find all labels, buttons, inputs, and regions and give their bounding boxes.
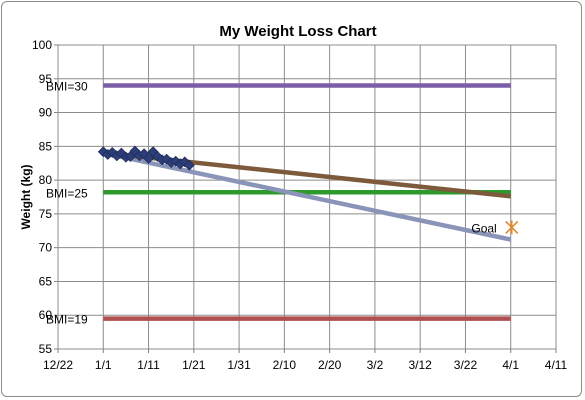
y-tick-label: 70: [39, 241, 53, 255]
weight-data-point: [143, 153, 154, 164]
y-tick-label: 80: [39, 173, 53, 187]
x-tick-label: 3/2: [367, 358, 384, 372]
x-tick-label: 1/21: [182, 358, 206, 372]
x-tick-label: 1/11: [137, 358, 160, 372]
y-tick-label: 100: [32, 38, 52, 52]
y-tick-label: 85: [39, 139, 53, 153]
bmi-label: BMI=30: [46, 80, 88, 94]
x-tick-label: 3/12: [409, 358, 433, 372]
bmi-label: BMI=19: [46, 313, 88, 327]
goal-label: Goal: [471, 221, 496, 235]
x-tick-label: 12/22: [43, 358, 73, 372]
y-axis-label: Weight (kg): [19, 164, 33, 229]
y-tick-label: 55: [39, 342, 53, 356]
x-tick-label: 3/22: [454, 358, 478, 372]
y-tick-label: 75: [39, 207, 53, 221]
bmi-label: BMI=25: [46, 186, 88, 200]
plot-area: 55 60 65 70 75 80 85 90 95 100 12/22 1/1 1/11 1/21 1/3…: [32, 38, 568, 372]
y-tick-label: 65: [39, 274, 53, 288]
weight-data-point: [183, 159, 195, 171]
y-tick-label: 95: [39, 72, 53, 86]
y-tick-label: 60: [39, 308, 53, 322]
x-tick-label: 2/20: [318, 358, 342, 372]
x-tick-label: 4/1: [502, 358, 519, 372]
x-tick-label: 4/11: [545, 358, 568, 372]
x-tick-label: 1/1: [95, 358, 112, 372]
y-tick-label: 90: [39, 106, 53, 120]
x-tick-label: 2/10: [273, 358, 297, 372]
x-tick-label: 1/31: [227, 358, 251, 372]
chart-title: My Weight Loss Chart: [219, 23, 376, 40]
